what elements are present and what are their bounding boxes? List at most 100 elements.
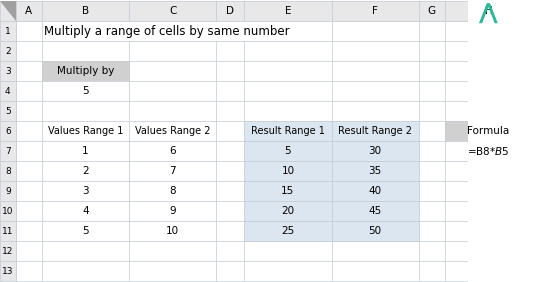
Bar [419,181,445,201]
Bar [129,181,216,201]
Text: C: C [169,6,177,16]
Bar [42,61,129,81]
Bar [419,221,445,241]
Bar [216,221,244,241]
Text: 1: 1 [82,146,89,156]
Bar [244,21,331,41]
Bar [42,201,129,221]
Text: 7: 7 [169,166,176,176]
Text: 13: 13 [2,266,13,276]
Text: 3: 3 [5,67,11,76]
Bar [244,201,331,221]
Bar [445,201,532,221]
Bar [244,101,331,121]
Bar [216,261,244,281]
Bar [0,1,16,21]
Bar [419,41,445,61]
Bar [331,201,419,221]
Bar [419,201,445,221]
Bar [129,81,216,101]
Text: 45: 45 [368,206,382,216]
Text: D: D [226,6,234,16]
Bar [0,141,16,161]
Bar [16,201,42,221]
Bar [0,41,16,61]
Bar [445,101,532,121]
Bar [331,121,419,141]
Bar [532,81,537,101]
Bar [42,21,129,41]
Bar [216,201,244,221]
Bar [532,141,537,161]
Text: ⋀: ⋀ [479,4,498,24]
Bar [216,141,244,161]
Bar [0,61,16,81]
Bar [42,141,129,161]
Bar [216,21,244,41]
Bar [16,161,42,181]
Bar [129,101,216,121]
Bar [419,1,445,21]
Bar [244,141,331,161]
Bar [0,221,16,241]
Bar [129,121,216,141]
Bar [42,261,129,281]
Bar [42,161,129,181]
Bar [16,141,42,161]
Bar [445,141,532,161]
Bar [419,161,445,181]
Bar [129,221,216,241]
Bar [419,241,445,261]
Bar [331,261,419,281]
Bar [129,201,216,221]
Bar [419,121,445,141]
Bar [16,1,42,21]
Bar [129,181,216,201]
Bar [532,41,537,61]
Bar [42,181,129,201]
Bar [445,1,532,21]
Bar [244,41,331,61]
Text: 8: 8 [169,186,176,196]
Bar [0,41,16,61]
Bar [0,201,16,221]
Bar [0,221,16,241]
Bar [0,121,16,141]
Bar [331,141,419,161]
Bar [16,61,42,81]
Bar [129,121,216,141]
Bar [331,241,419,261]
Bar [445,241,532,261]
Bar [0,261,16,281]
Bar [0,121,16,141]
Bar [419,1,445,21]
Bar [331,101,419,121]
Text: 15: 15 [281,186,294,196]
Bar [244,221,331,241]
Bar [216,1,244,21]
Bar [419,141,445,161]
Text: Formula: Formula [467,126,510,136]
Bar [42,61,129,81]
Bar [216,1,244,21]
Text: 10: 10 [166,226,179,236]
Text: 5: 5 [82,226,89,236]
Bar [42,241,129,261]
Text: 9: 9 [169,206,176,216]
Text: 50: 50 [368,226,382,236]
Bar [42,101,129,121]
Text: 10: 10 [281,166,294,176]
Bar [532,101,537,121]
Bar [445,81,532,101]
Text: F: F [372,6,378,16]
Bar [0,141,16,161]
Bar [331,221,419,241]
Bar [16,241,42,261]
Bar [129,221,216,241]
Bar [42,161,129,181]
Text: 25: 25 [281,226,294,236]
Bar [331,41,419,61]
Bar [331,81,419,101]
Bar [331,181,419,201]
Bar [532,1,537,21]
